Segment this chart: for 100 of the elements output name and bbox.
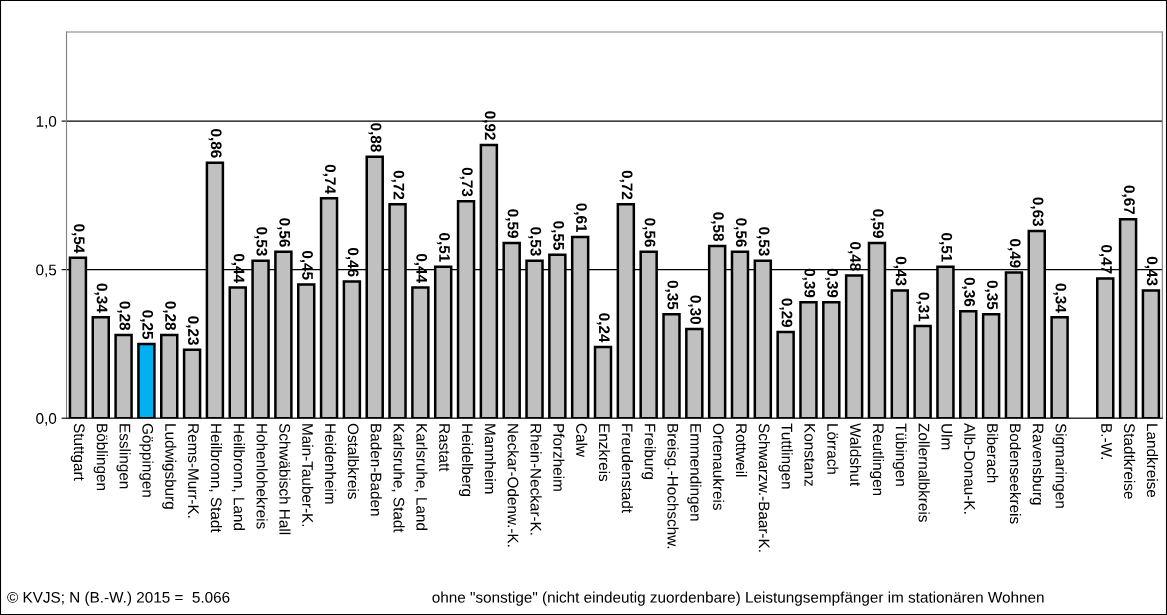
bar — [1050, 315, 1069, 419]
data-label: 0,56 — [277, 218, 291, 247]
data-label: 0,28 — [117, 301, 131, 331]
data-label: 0,74 — [322, 164, 336, 194]
data-label: 0,28 — [162, 301, 176, 331]
data-label: 0,49 — [1007, 239, 1021, 268]
x-tick-label: Rastatt — [439, 424, 450, 472]
data-label: 0,54 — [71, 224, 85, 254]
data-label: 0,39 — [824, 268, 839, 298]
data-label: 0,73 — [459, 167, 473, 197]
x-tick-label: Calw — [576, 423, 588, 458]
bar — [228, 286, 247, 419]
bar — [844, 274, 864, 419]
x-tick-label: Baden-Baden — [370, 424, 382, 516]
data-label: 0,44 — [231, 253, 245, 283]
x-tick-label: Schwäbisch Hall — [279, 423, 291, 535]
data-label: 0,92 — [482, 111, 496, 140]
data-label: 0,30 — [688, 295, 702, 324]
x-tick-label: Ostalbkreis — [347, 423, 360, 499]
bar — [1141, 289, 1161, 419]
data-label: 0,55 — [551, 221, 565, 250]
data-label: 0,23 — [185, 316, 199, 345]
x-tick-label: Neckar-Odenw.-K. — [507, 424, 519, 547]
data-label: 0,24 — [596, 313, 610, 343]
data-label: 0,43 — [893, 256, 907, 286]
bar — [137, 342, 156, 419]
bar — [822, 301, 841, 419]
x-tick-label: Karlsruhe, Stadt — [391, 424, 405, 533]
data-label: 0,72 — [391, 170, 405, 200]
x-tick-label: Ludwigsburg — [162, 424, 177, 509]
bar — [685, 327, 704, 419]
data-label: 0,36 — [961, 277, 975, 307]
bar — [799, 301, 818, 419]
data-label: 0,67 — [1121, 185, 1135, 215]
bar — [981, 312, 1001, 419]
bar — [1096, 277, 1115, 419]
x-tick-label: Konstanz — [804, 424, 816, 486]
bar — [593, 345, 613, 419]
data-label: 0,51 — [436, 233, 450, 262]
x-tick-label: Landkreise — [1146, 424, 1159, 498]
data-label: 0,63 — [1030, 197, 1044, 227]
text: ohne "sonstige" (nicht eindeutig zuordenbare) Leistungsempfänger im stationären Wohnen — [432, 591, 1044, 606]
text: © KVJS; N (B.-W.) 2015 = 5.066 — [7, 591, 230, 606]
x-tick-label: Karlsruhe, Land — [414, 424, 428, 530]
data-label: 0,88 — [368, 123, 382, 152]
x-tick-label: Tuttlingen — [778, 423, 793, 489]
data-label: 0,56 — [733, 218, 747, 247]
x-tick-label: Hohenlohekreis — [256, 424, 268, 529]
x-tick-label: Böblingen — [93, 424, 108, 491]
y-tick-label: 0,0 — [36, 413, 57, 426]
data-label: 0,56 — [642, 218, 656, 247]
bar — [959, 310, 978, 419]
bar — [91, 315, 110, 419]
data-label: 0,29 — [779, 298, 793, 328]
x-tick-label: Heidenheim — [324, 424, 337, 504]
bar — [913, 324, 932, 419]
x-tick-label: Freiburg — [641, 424, 656, 479]
x-tick-label: Schwarzw.-Baar-K. — [758, 423, 770, 552]
data-label: 0,72 — [619, 170, 633, 200]
bar — [890, 289, 910, 419]
x-tick-label: Rottweil — [735, 424, 748, 477]
x-tick-label: Breisg.-Hochschw. — [664, 424, 679, 549]
x-tick-label: Pforzheim — [553, 424, 565, 491]
bar — [182, 348, 202, 419]
bar — [662, 312, 681, 419]
bar — [160, 333, 179, 419]
x-tick-label: Esslingen — [116, 424, 131, 489]
x-tick-label: Stuttgart — [70, 423, 85, 481]
data-label: 0,35 — [665, 280, 679, 310]
x-tick-label: Freudenstadt — [621, 424, 633, 513]
data-label: 0,59 — [505, 209, 519, 238]
x-tick-label: Göppingen — [139, 423, 154, 497]
data-label: 0,51 — [939, 233, 953, 262]
data-label: 0,46 — [345, 247, 359, 277]
x-tick-label: Reutlingen — [869, 424, 885, 496]
bar — [296, 283, 316, 419]
bar — [776, 330, 795, 419]
y-tick-label: 1,0 — [36, 115, 57, 129]
data-label: 0,25 — [140, 310, 154, 340]
x-tick-label: Heilbronn, Land — [231, 424, 245, 530]
data-label: 0,58 — [710, 212, 724, 241]
data-label: 0,53 — [756, 227, 770, 256]
x-tick-label: Heidelberg — [458, 424, 474, 496]
data-label: 0,53 — [528, 227, 542, 256]
data-label: 0,61 — [573, 203, 587, 233]
x-tick-label: Rhein-Neckar-K. — [530, 424, 542, 535]
data-label: 0,53 — [254, 227, 268, 256]
x-tick-label: Waldshut — [850, 423, 862, 487]
x-tick-label: Ortenaukreis — [713, 423, 725, 510]
x-tick-label: Bodenseekreis — [1009, 424, 1022, 524]
data-label: 0,39 — [802, 268, 816, 298]
x-tick-label: Enzkreis — [598, 424, 611, 482]
data-label: 0,86 — [208, 129, 222, 158]
bar — [411, 286, 430, 419]
x-tick-label: Zollernalbkreis — [918, 423, 930, 522]
x-tick-label: Ravensburg — [1029, 424, 1044, 505]
data-label: 0,34 — [1053, 283, 1067, 313]
bar — [114, 333, 133, 419]
x-tick-label: Emmendingen — [687, 424, 702, 521]
bar — [342, 280, 362, 419]
